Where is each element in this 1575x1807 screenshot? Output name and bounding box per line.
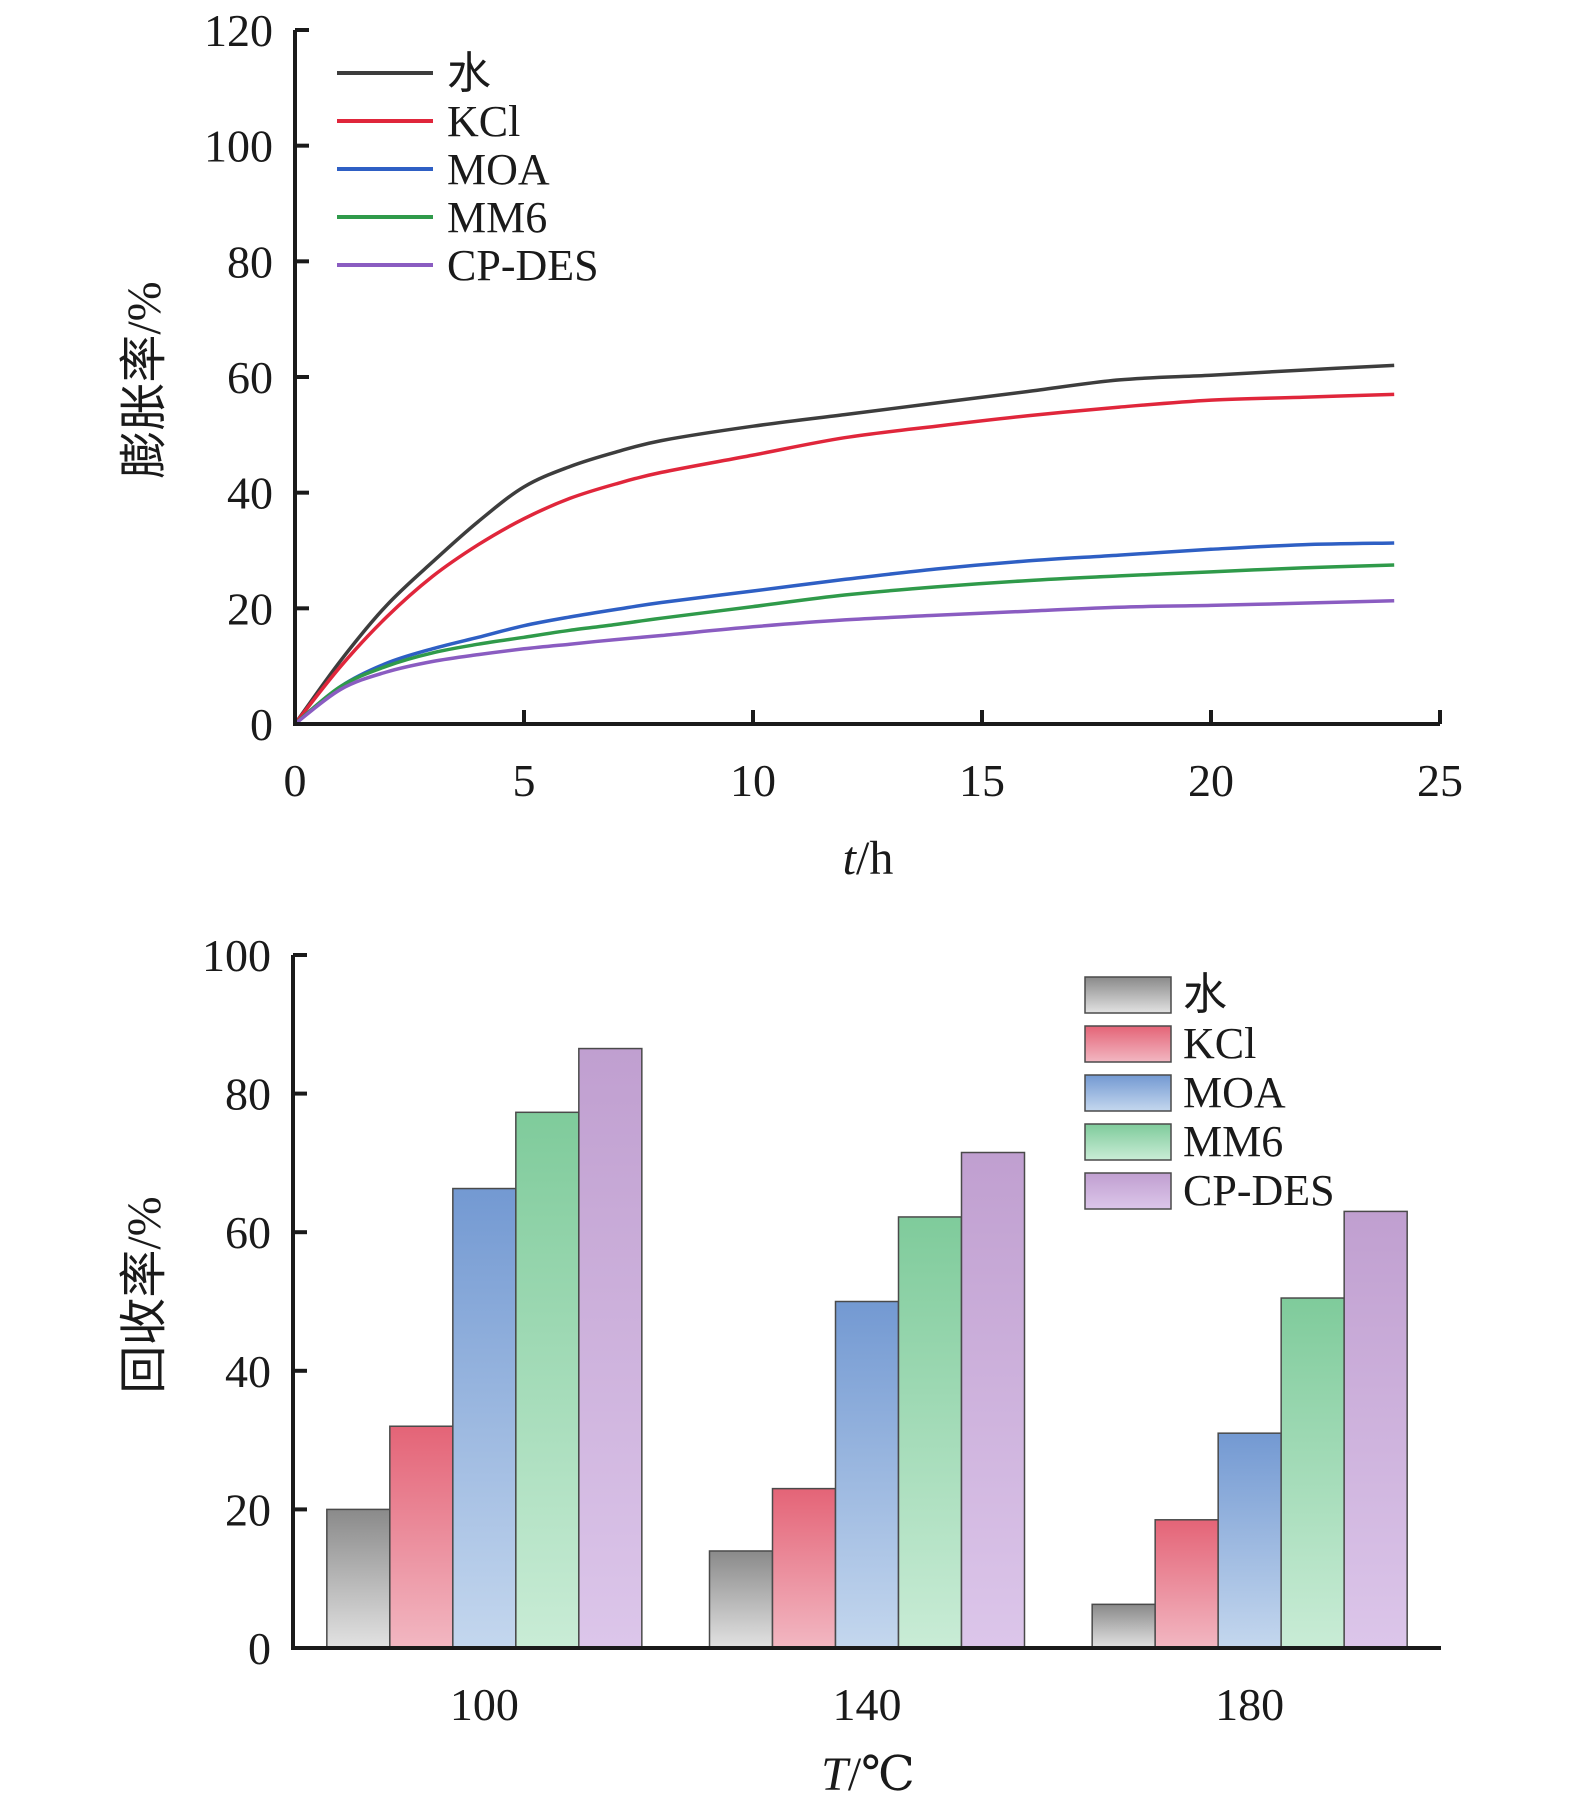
line-chart-x-tick-label: 5 xyxy=(513,755,536,806)
bar-4-100 xyxy=(515,1111,580,1649)
bar-2-100 xyxy=(389,1425,454,1649)
line-legend-label: KCl xyxy=(447,97,520,146)
bar-chart-x-tick-label: 100 xyxy=(450,1679,519,1730)
bar-legend-label: KCl xyxy=(1183,1019,1256,1068)
line-chart-y-tick-label: 40 xyxy=(227,468,273,519)
bar-1-180 xyxy=(1091,1603,1156,1649)
bar-legend-swatch xyxy=(1084,1123,1172,1161)
bar-chart-x-tick-label: 140 xyxy=(833,1679,902,1730)
bar-legend-swatch xyxy=(1084,1172,1172,1210)
line-chart-y-tick-label: 80 xyxy=(227,236,273,287)
line-chart-x-tick-label: 10 xyxy=(730,755,776,806)
bar-3-140 xyxy=(834,1300,900,1649)
bar-chart-y-tick-label: 60 xyxy=(225,1207,271,1258)
line-legend-label: 水 xyxy=(447,49,491,98)
line-chart-x-tick-label: 15 xyxy=(959,755,1005,806)
bar-3-180 xyxy=(1217,1432,1282,1649)
line-legend-label: CP-DES xyxy=(447,241,599,290)
bar-chart-y-axis-title: 回收率/% xyxy=(118,1196,171,1393)
line-series-4 xyxy=(293,563,1395,726)
bar-legend-swatch xyxy=(1084,1025,1172,1063)
line-chart-x-axis-title: t/h xyxy=(843,832,894,885)
bar-2-180 xyxy=(1154,1519,1219,1649)
line-series-5 xyxy=(293,599,1395,726)
bar-chart-ticks: 0 20 40 60 80 100 100 140 180 xyxy=(202,930,1284,1730)
line-series-2 xyxy=(293,392,1395,726)
bar-4-140 xyxy=(897,1216,963,1649)
swelling-line-chart: 0 20 40 60 80 100 120 0 5 10 15 20 25 水KClMOAMM6CP-D… xyxy=(118,5,1463,885)
line-chart-ticks: 0 20 40 60 80 100 120 0 5 10 15 20 25 xyxy=(204,5,1463,806)
bar-4-180 xyxy=(1280,1297,1345,1649)
line-chart-x-tick-label: 0 xyxy=(284,755,307,806)
bar-legend-swatch xyxy=(1084,976,1172,1014)
bar-chart-y-tick-label: 20 xyxy=(225,1484,271,1535)
line-chart-series xyxy=(293,363,1395,726)
bar-chart-x-axis-title: T/℃ xyxy=(821,1748,915,1801)
bar-3-100 xyxy=(452,1187,517,1649)
line-chart-x-tick-label: 25 xyxy=(1417,755,1463,806)
bar-chart-axes xyxy=(291,955,1441,1650)
bar-1-140 xyxy=(708,1550,774,1649)
line-chart-y-tick-label: 120 xyxy=(204,5,273,56)
line-chart-y-tick-label: 100 xyxy=(204,121,273,172)
bar-chart-y-tick-label: 0 xyxy=(248,1623,271,1674)
line-series-1 xyxy=(293,363,1395,726)
bar-chart-y-tick-label: 40 xyxy=(225,1346,271,1397)
bar-chart-x-axis-symbol: T xyxy=(821,1748,851,1801)
bar-5-180 xyxy=(1343,1210,1408,1649)
bar-chart-y-tick-label: 100 xyxy=(202,930,271,981)
line-chart-y-tick-label: 20 xyxy=(227,583,273,634)
bar-2-140 xyxy=(771,1487,837,1649)
line-chart-x-axis-unit: /h xyxy=(856,832,893,885)
line-chart-y-axis-title: 膨胀率/% xyxy=(118,281,171,478)
line-chart-y-tick-label: 60 xyxy=(227,352,273,403)
bar-chart-y-tick-label: 80 xyxy=(225,1069,271,1120)
line-chart-x-axis-symbol: t xyxy=(843,832,858,885)
bar-legend-label: MM6 xyxy=(1183,1117,1283,1166)
bar-5-100 xyxy=(578,1047,643,1649)
line-legend-label: MM6 xyxy=(447,193,547,242)
bar-legend-label: MOA xyxy=(1183,1068,1286,1117)
bar-1-100 xyxy=(326,1508,391,1649)
line-chart-x-tick-label: 20 xyxy=(1188,755,1234,806)
bar-chart-bars xyxy=(326,1047,1408,1649)
line-chart-axes xyxy=(293,30,1440,726)
bar-legend-label: CP-DES xyxy=(1183,1166,1335,1215)
line-chart-y-tick-label: 0 xyxy=(250,699,273,750)
bar-chart-x-axis-unit: /℃ xyxy=(848,1748,915,1801)
bar-legend-label: 水 xyxy=(1183,970,1227,1019)
bar-5-140 xyxy=(960,1151,1026,1649)
line-series-3 xyxy=(293,541,1395,726)
line-legend-label: MOA xyxy=(447,145,550,194)
bar-legend-swatch xyxy=(1084,1074,1172,1112)
bar-chart-x-tick-label: 180 xyxy=(1215,1679,1284,1730)
